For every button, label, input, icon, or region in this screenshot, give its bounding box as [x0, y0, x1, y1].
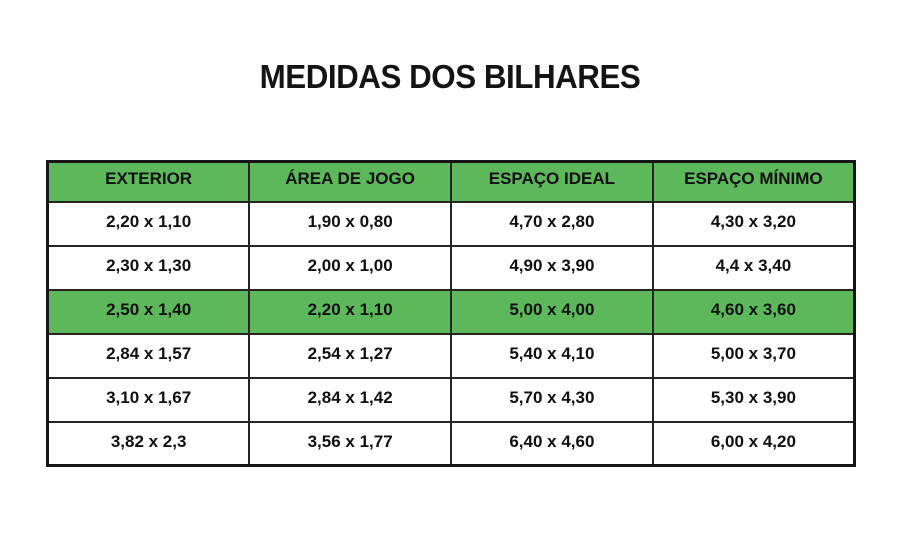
table-body: 2,20 x 1,10 1,90 x 0,80 4,70 x 2,80 4,30 x … [46, 200, 856, 467]
table-cell: 4,70 x 2,80 [450, 200, 654, 247]
table-cell: 3,10 x 1,67 [46, 376, 251, 423]
page-title: MEDIDAS DOS BILHARES [259, 58, 641, 95]
table-cell: 6,00 x 4,20 [651, 420, 856, 467]
column-header: ESPAÇO IDEAL [450, 160, 654, 203]
table-cell: 4,90 x 3,90 [450, 244, 654, 291]
table-header: EXTERIOR ÁREA DE JOGO ESPAÇO IDEAL ESPAÇO M… [46, 160, 856, 203]
table-row: 3,10 x 1,67 2,84 x 1,42 5,70 x 4,30 5,30 x … [46, 376, 856, 423]
table-cell: 6,40 x 4,60 [450, 420, 654, 467]
table-row: 2,30 x 1,30 2,00 x 1,00 4,90 x 3,90 4,4 x 3… [46, 244, 856, 291]
column-header: ÁREA DE JOGO [248, 160, 452, 203]
table-row: 2,20 x 1,10 1,90 x 0,80 4,70 x 2,80 4,30 x … [46, 200, 856, 247]
table-cell: 5,00 x 3,70 [651, 332, 856, 379]
table-cell: 2,54 x 1,27 [248, 332, 452, 379]
table-cell: 2,84 x 1,42 [248, 376, 452, 423]
table-cell: 2,84 x 1,57 [46, 332, 251, 379]
table-cell: 3,56 x 1,77 [248, 420, 452, 467]
table-cell: 2,50 x 1,40 [46, 288, 251, 335]
table-cell: 4,30 x 3,20 [651, 200, 856, 247]
table-cell: 3,82 x 2,3 [46, 420, 251, 467]
table-cell: 2,00 x 1,00 [248, 244, 452, 291]
table-cell: 5,70 x 4,30 [450, 376, 654, 423]
table-cell: 4,4 x 3,40 [651, 244, 856, 291]
column-header: ESPAÇO MÍNIMO [651, 160, 856, 203]
table-cell: 5,00 x 4,00 [450, 288, 654, 335]
billiards-measures-table: EXTERIOR ÁREA DE JOGO ESPAÇO IDEAL ESPAÇO M… [46, 160, 856, 467]
header-row: EXTERIOR ÁREA DE JOGO ESPAÇO IDEAL ESPAÇO M… [46, 160, 856, 203]
column-header: EXTERIOR [46, 160, 251, 203]
table-row: 2,50 x 1,40 2,20 x 1,10 5,00 x 4,00 4,60 x … [46, 288, 856, 335]
table-cell: 2,20 x 1,10 [46, 200, 251, 247]
table-cell: 1,90 x 0,80 [248, 200, 452, 247]
table-row: 2,84 x 1,57 2,54 x 1,27 5,40 x 4,10 5,00 x … [46, 332, 856, 379]
table-cell: 5,40 x 4,10 [450, 332, 654, 379]
table-row: 3,82 x 2,3 3,56 x 1,77 6,40 x 4,60 6,00 x 4… [46, 420, 856, 467]
table-cell: 2,20 x 1,10 [248, 288, 452, 335]
table-cell: 5,30 x 3,90 [651, 376, 856, 423]
table-cell: 4,60 x 3,60 [651, 288, 856, 335]
table-cell: 2,30 x 1,30 [46, 244, 251, 291]
